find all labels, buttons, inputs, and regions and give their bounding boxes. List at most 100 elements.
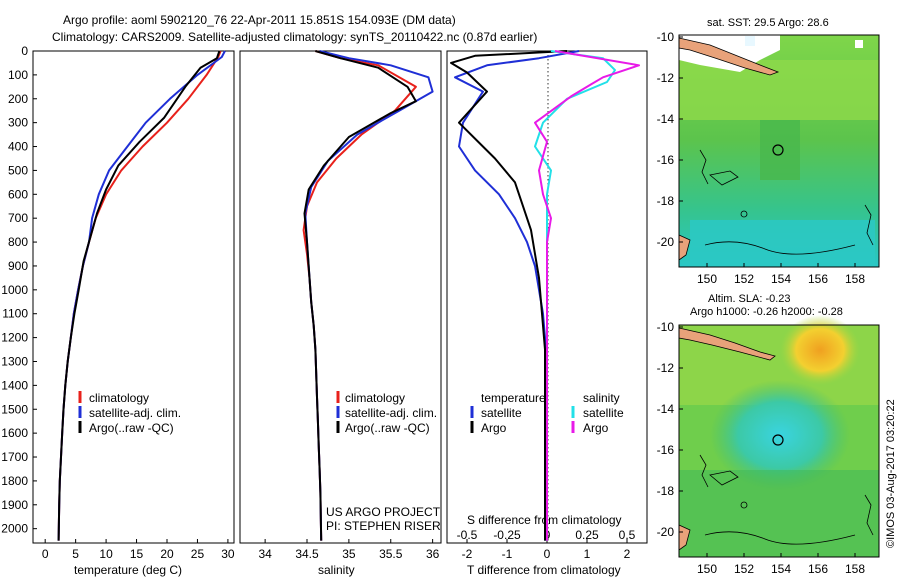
depth-tick-label: 200 <box>8 92 28 106</box>
depth-tick-label: 1500 <box>1 402 28 416</box>
depth-tick-label: 1800 <box>1 474 28 488</box>
x-tick-label: 10 <box>99 547 113 561</box>
x-tick-label: 34.5 <box>295 547 319 561</box>
s-tick-label: -0.25 <box>493 528 521 542</box>
depth-tick-label: 600 <box>8 187 28 201</box>
sla-map-frame <box>678 324 880 558</box>
s-tick-label: 0.25 <box>575 528 599 542</box>
map-x-tick-label: 156 <box>808 562 828 576</box>
depth-tick-label: 1900 <box>1 498 28 512</box>
depth-tick-label: 1600 <box>1 426 28 440</box>
imos-credit: ©IMOS 03-Aug-2017 03:20:22 <box>885 399 897 548</box>
temperature-x-ticks: 0 5 10 15 20 25 30 <box>42 539 235 561</box>
map-y-tick-label: -16 <box>657 443 675 457</box>
sla-map-title-1: Altim. SLA: -0.23 <box>708 293 791 305</box>
sst-x-ticks: 150 152 154 156 158 <box>697 263 865 286</box>
sla-x-ticks: 150 152 154 156 158 <box>697 553 865 576</box>
salinity-x-ticks: 34 34.5 35 35.5 36 <box>258 539 440 561</box>
legend-label-sal-argo: Argo <box>583 421 609 435</box>
sla-reef-ring <box>740 501 748 509</box>
map-x-tick-label: 158 <box>845 272 865 286</box>
legend-temperature-heading: temperature <box>481 391 546 405</box>
map-x-tick-label: 154 <box>771 562 791 576</box>
sla-reef-outline <box>699 454 874 545</box>
x-tick-label: 5 <box>72 547 79 561</box>
depth-tick-label: 400 <box>8 140 28 154</box>
legend-label-satellite: satellite-adj. clim. <box>345 406 437 420</box>
s-tick-label: -0.5 <box>457 528 478 542</box>
map-y-tick-label: -10 <box>657 30 675 44</box>
sst-map-frame <box>678 34 880 268</box>
map-y-tick-label: -14 <box>657 112 675 126</box>
salinity-panel <box>239 50 442 544</box>
x-tick-label: 35.5 <box>379 547 403 561</box>
series-line-argo-raw-qc- <box>57 50 221 541</box>
map-y-tick-label: -20 <box>657 525 675 539</box>
legend-label-climatology: climatology <box>345 391 405 405</box>
difference-legend: temperature salinity satellite Argo sate… <box>470 391 624 435</box>
difference-lines <box>450 50 640 541</box>
x-tick-label: 35 <box>342 547 356 561</box>
x-tick-label: 34 <box>258 547 272 561</box>
depth-tick-label: 1200 <box>1 331 28 345</box>
map-y-tick-label: -18 <box>657 194 675 208</box>
series-line-salinity-argo <box>534 50 640 541</box>
map-y-tick-label: -20 <box>657 235 675 249</box>
legend-label-argo: Argo(..raw -QC) <box>89 421 174 435</box>
x-tick-label: 0 <box>42 547 49 561</box>
sla-south-band <box>679 470 879 557</box>
sla-y-ticks: -10 -12 -14 -16 -18 -20 <box>657 320 683 539</box>
sst-argo-marker <box>772 144 784 156</box>
legend-label-sal-satellite: satellite <box>583 406 624 420</box>
depth-tick-label: 0 <box>21 44 28 58</box>
sst-cyan-patch <box>690 220 875 267</box>
series-line-argo-raw-qc- <box>303 50 417 541</box>
sst-white-patch <box>855 40 863 48</box>
project-label: US ARGO PROJECT <box>326 505 441 519</box>
s-tick-label: 0.5 <box>619 528 636 542</box>
title-line-1: Argo profile: aoml 5902120_76 22-Apr-201… <box>63 13 456 27</box>
legend-label-climatology: climatology <box>89 391 149 405</box>
map-x-tick-label: 150 <box>697 562 717 576</box>
sst-y-ticks: -10 -12 -14 -16 -18 -20 <box>657 30 683 249</box>
map-x-tick-label: 152 <box>734 562 754 576</box>
sst-cool-patch <box>760 120 800 180</box>
map-x-tick-label: 154 <box>771 272 791 286</box>
temperature-legend: climatology satellite-adj. clim. Argo(..… <box>78 391 181 435</box>
sst-map <box>678 34 880 268</box>
x-tick-label: 30 <box>221 547 235 561</box>
sst-white-patch <box>745 36 755 46</box>
t-tick-label: -1 <box>502 547 513 561</box>
temperature-xlabel: temperature (deg C) <box>74 563 182 577</box>
map-y-tick-label: -12 <box>657 71 675 85</box>
sla-map-title-2: Argo h1000: -0.26 h2000: -0.28 <box>690 306 843 318</box>
map-y-tick-label: -16 <box>657 153 675 167</box>
map-y-tick-label: -14 <box>657 402 675 416</box>
legend-label-argo: Argo(..raw -QC) <box>345 421 430 435</box>
map-x-tick-label: 158 <box>845 562 865 576</box>
pi-label: PI: STEPHEN RISER <box>326 519 441 533</box>
series-line-temperature-argo <box>450 50 568 541</box>
depth-tick-label: 1100 <box>2 307 28 321</box>
depth-tick-label: 1300 <box>1 354 28 368</box>
sst-reef-outline <box>699 149 874 255</box>
sla-argo-marker <box>772 434 784 446</box>
map-y-tick-label: -10 <box>657 320 675 334</box>
depth-tick-label: 100 <box>8 68 28 82</box>
sla-land-newguinea <box>678 327 776 361</box>
title-line-2: Climatology: CARS2009. Satellite-adjuste… <box>52 30 537 44</box>
depth-tick-label: 800 <box>8 235 28 249</box>
sla-map <box>678 315 880 558</box>
depth-tick-label: 1700 <box>1 450 28 464</box>
x-tick-label: 15 <box>130 547 144 561</box>
depth-tick-label: 500 <box>8 163 28 177</box>
map-y-tick-label: -12 <box>657 361 675 375</box>
depth-tick-label: 2000 <box>1 522 28 536</box>
x-tick-label: 36 <box>426 547 440 561</box>
map-x-tick-label: 156 <box>808 272 828 286</box>
sla-orange-eddy <box>780 315 860 385</box>
x-tick-label: 25 <box>191 547 205 561</box>
depth-tick-label: 1000 <box>1 283 28 297</box>
